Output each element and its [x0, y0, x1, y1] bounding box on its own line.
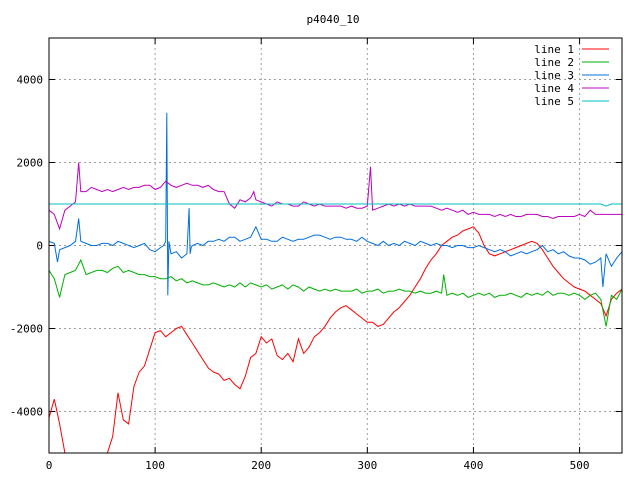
legend-label: line 2: [534, 56, 574, 69]
x-tick-label: 100: [145, 459, 165, 472]
y-axis-ticks: -4000 -2000 0 2000 4000: [10, 74, 622, 419]
x-tick-label: 200: [251, 459, 271, 472]
series-line-line-4: [49, 162, 622, 231]
y-tick-label: 4000: [17, 74, 44, 87]
series-line-line-1: [49, 226, 622, 453]
chart-title: p4040_10: [307, 13, 360, 26]
legend-label: line 4: [534, 82, 574, 95]
x-tick-label: 300: [357, 459, 377, 472]
x-tick-label: 500: [570, 459, 590, 472]
legend-label: line 5: [534, 95, 574, 108]
y-tick-label: 2000: [17, 157, 44, 170]
plot-frame: [48, 37, 623, 454]
series-lines: [49, 112, 622, 453]
series-line-line-5: [49, 203, 622, 207]
x-tick-label: 400: [464, 459, 484, 472]
y-tick-label: -4000: [10, 406, 43, 419]
grid-lines: [49, 38, 622, 453]
y-tick-label: -2000: [10, 323, 43, 336]
y-tick-label: 0: [36, 240, 43, 253]
x-axis-ticks: 0 100 200 300 400 500: [46, 38, 590, 472]
x-tick-label: 0: [46, 459, 53, 472]
series-line-line-2: [49, 258, 622, 327]
legend-label: line 3: [534, 69, 574, 82]
legend-label: line 1: [534, 43, 574, 56]
series-line-line-3: [49, 112, 622, 296]
